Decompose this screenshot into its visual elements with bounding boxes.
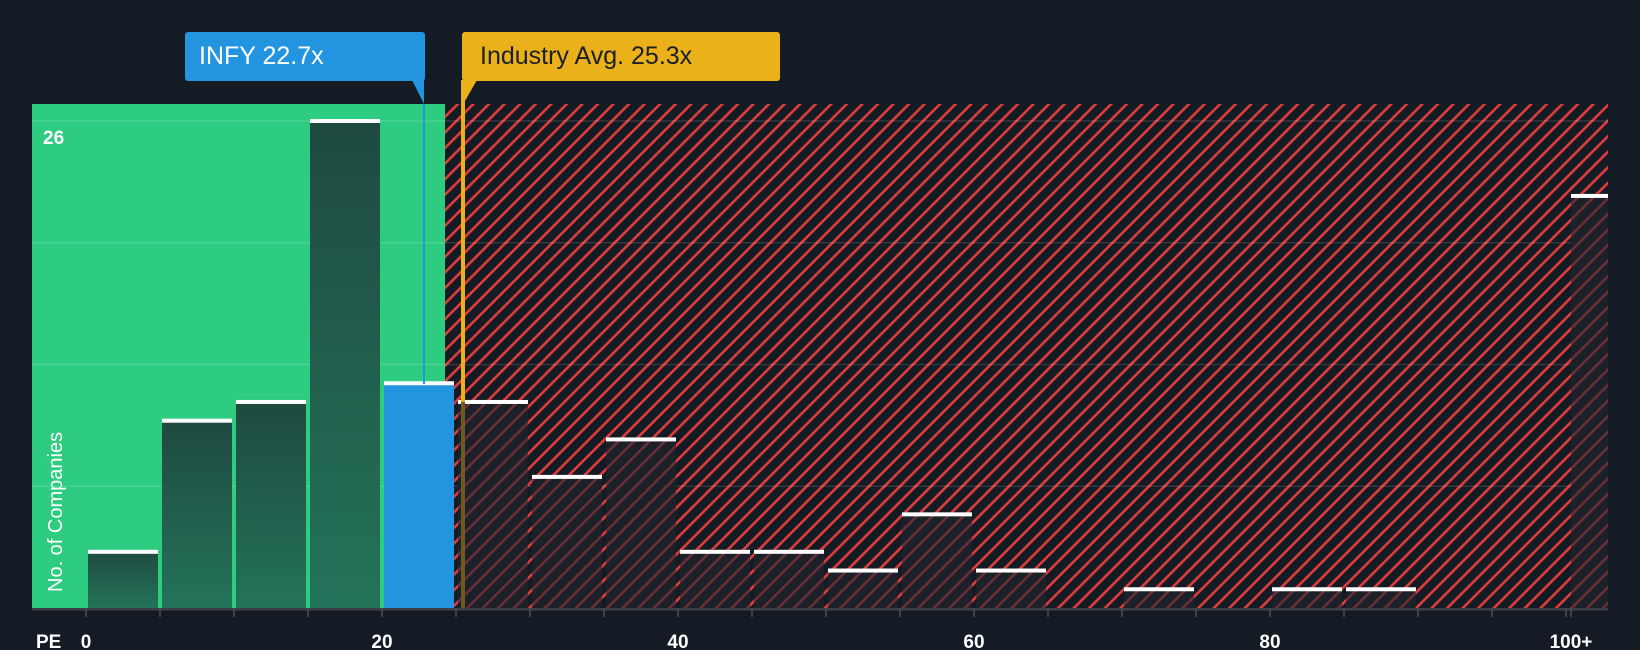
bar-80-85: [1272, 587, 1342, 608]
bar-40-45: [680, 549, 750, 608]
x-tick-label: 20: [371, 632, 392, 650]
bar-70-75: [1124, 587, 1194, 608]
bar-55-60: [902, 512, 972, 608]
industry-callout-pointer: [461, 80, 477, 108]
industry-avg-callout: Industry Avg. 25.3x: [462, 32, 780, 81]
bar-10-15: [236, 399, 306, 608]
x-tick-label: 60: [963, 632, 984, 650]
bar-35-40: [606, 437, 676, 608]
bar-30-35: [532, 474, 602, 608]
y-axis-label: No. of Companies: [45, 432, 67, 592]
bar-25-30: [458, 399, 528, 608]
x-tick-label: 80: [1259, 632, 1280, 650]
x-tick-label: 100+: [1550, 632, 1593, 650]
bar-50-55: [828, 568, 898, 608]
industry-avg-marker-line: [461, 81, 465, 608]
infy-pe-callout: INFY 22.7x: [185, 32, 425, 81]
industry-avg-label: Industry Avg. 25.3x: [480, 42, 693, 70]
bar-15-20: [310, 119, 380, 608]
infy-callout-pointer: [412, 80, 424, 104]
bar-60-65: [976, 568, 1046, 608]
bar-45-50: [754, 549, 824, 608]
bar-0-5: [88, 549, 158, 608]
pe-markers: [412, 80, 477, 608]
y-max-label: 26: [43, 128, 64, 149]
x-tick-label: 0: [81, 632, 92, 650]
bar-85-90: [1346, 587, 1416, 608]
bar-20-25: [384, 381, 454, 608]
infy-pe-label: INFY 22.7x: [199, 42, 324, 70]
bar-100+: [1571, 193, 1608, 608]
x-axis: 0 20 40 60 80 100+: [32, 608, 1608, 650]
x-axis-label: PE: [36, 632, 61, 650]
x-axis-line: [32, 608, 1608, 611]
bar-5-10: [162, 418, 232, 608]
industry-marker-dim: [461, 401, 465, 608]
x-tick-label: 40: [667, 632, 688, 650]
histogram-bars: [88, 119, 1608, 608]
